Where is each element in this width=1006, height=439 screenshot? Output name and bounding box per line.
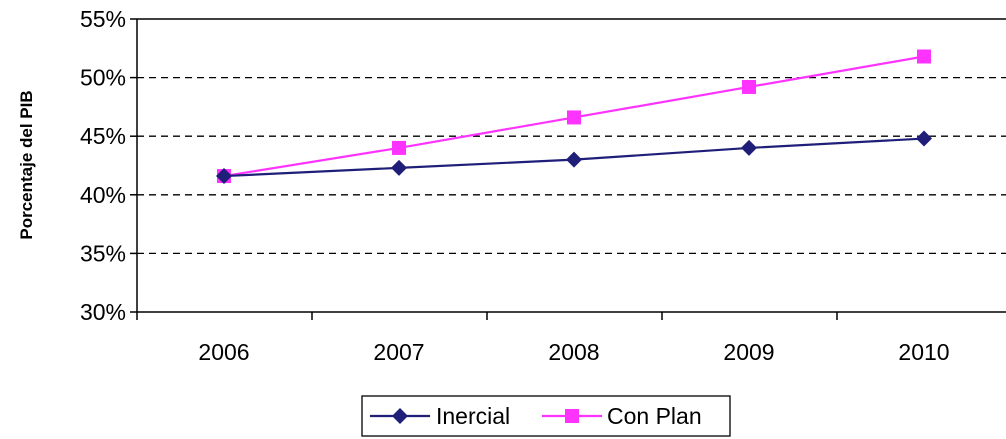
x-tick-label: 2010 bbox=[898, 339, 949, 365]
x-tick-label: 2008 bbox=[548, 339, 599, 365]
legend-label: Inercial bbox=[436, 403, 510, 429]
series-inercial bbox=[216, 130, 932, 185]
data-point-marker bbox=[742, 79, 756, 94]
data-point-marker bbox=[392, 140, 406, 155]
legend-marker bbox=[392, 408, 408, 424]
data-point-marker bbox=[741, 139, 757, 156]
y-tick-label: 30% bbox=[80, 299, 126, 325]
data-point-marker bbox=[916, 130, 932, 147]
x-tick-labels: 2006 2007 2008 2009 2010 bbox=[198, 339, 949, 365]
y-tick-label: 40% bbox=[80, 182, 126, 208]
axes bbox=[130, 18, 1006, 320]
legend-marker bbox=[565, 409, 579, 423]
y-tick-label: 55% bbox=[80, 6, 126, 32]
legend: Inercial Con Plan bbox=[361, 395, 731, 437]
y-tick-label: 50% bbox=[80, 65, 126, 91]
legend-item: Con Plan bbox=[542, 403, 702, 429]
y-axis-label: Porcentaje del PIB bbox=[17, 90, 36, 239]
data-point-marker bbox=[917, 49, 931, 64]
y-tick-labels: 30% 35% 40% 45% 50% 55% bbox=[80, 6, 126, 325]
data-point-marker bbox=[216, 168, 232, 185]
data-point-marker bbox=[391, 159, 407, 176]
data-point-marker bbox=[566, 151, 582, 168]
series-group bbox=[216, 49, 932, 185]
y-tick-label: 35% bbox=[80, 240, 126, 266]
gridlines bbox=[137, 76, 1006, 255]
legend-item: Inercial bbox=[370, 403, 510, 429]
y-tick-label: 45% bbox=[80, 123, 126, 149]
data-point-marker bbox=[567, 110, 581, 125]
x-tick-label: 2006 bbox=[198, 339, 249, 365]
legend-label: Con Plan bbox=[607, 403, 702, 429]
x-tick-label: 2007 bbox=[373, 339, 424, 365]
x-tick-label: 2009 bbox=[723, 339, 774, 365]
